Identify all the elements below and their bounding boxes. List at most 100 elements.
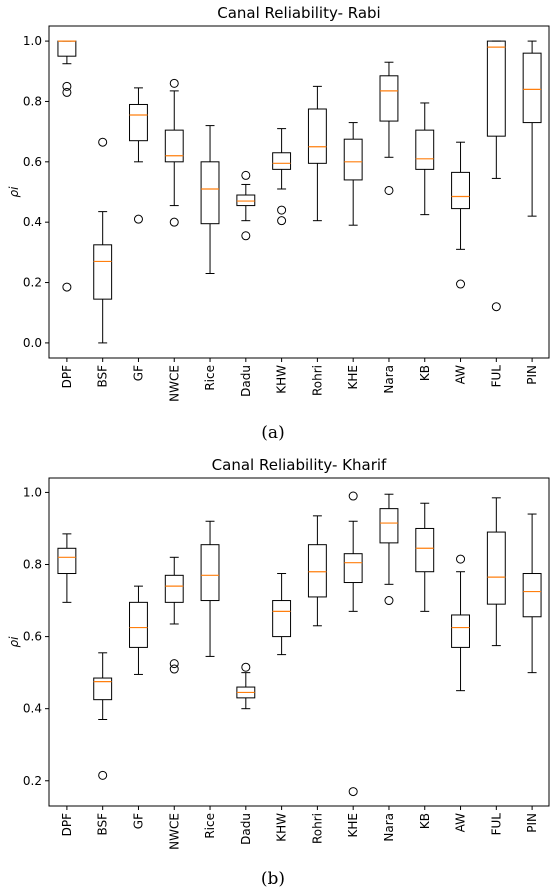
iqr-box xyxy=(164,574,184,603)
iqr-box xyxy=(486,40,506,137)
iqr-box xyxy=(129,103,148,142)
iqr-box xyxy=(93,677,113,701)
box-aw xyxy=(451,554,470,692)
box-dpf xyxy=(57,40,77,292)
outlier-point xyxy=(348,787,358,797)
x-tick-label: AW xyxy=(454,813,468,833)
y-tick-label: 0.4 xyxy=(23,215,42,229)
iqr-box xyxy=(415,527,435,573)
y-tick-label: 0.4 xyxy=(23,702,42,716)
x-tick-label: BSF xyxy=(96,365,110,388)
box-kb xyxy=(415,102,435,216)
box-aw xyxy=(451,141,470,289)
box-rohri xyxy=(307,515,327,627)
figure-caption: (a) xyxy=(261,423,284,443)
y-axis-label: ρi xyxy=(7,186,21,198)
outlier-point xyxy=(169,78,179,88)
iqr-box xyxy=(486,531,506,605)
x-tick-label: Rice xyxy=(203,365,217,391)
outlier-point xyxy=(169,217,179,227)
x-tick-label: DPF xyxy=(60,813,74,836)
outlier-point xyxy=(277,216,287,226)
x-tick-label: Nara xyxy=(382,813,396,842)
iqr-box xyxy=(343,553,363,584)
y-tick-label: 0.0 xyxy=(23,336,42,350)
y-tick-label: 0.8 xyxy=(23,94,42,108)
y-tick-label: 1.0 xyxy=(23,485,42,499)
iqr-box xyxy=(307,544,327,598)
y-tick-label: 0.6 xyxy=(23,155,42,169)
outlier-point xyxy=(277,205,287,215)
iqr-box xyxy=(379,75,399,122)
box-khw xyxy=(272,128,292,226)
x-tick-label: Nara xyxy=(382,365,396,394)
x-tick-label: Dadu xyxy=(239,365,253,397)
box-khw xyxy=(272,573,292,656)
box-nwce xyxy=(164,78,184,227)
box-khe xyxy=(343,122,363,226)
iqr-box xyxy=(343,138,363,181)
iqr-box xyxy=(93,244,113,300)
x-tick-label: NWCE xyxy=(167,813,181,850)
y-tick-label: 0.6 xyxy=(23,630,42,644)
box-pin xyxy=(522,40,542,217)
box-rohri xyxy=(307,85,327,222)
box-nara xyxy=(379,61,399,195)
x-tick-label: KHE xyxy=(346,365,360,389)
plot-frame xyxy=(48,25,550,359)
x-tick-label: PIN xyxy=(525,813,539,833)
x-tick-label: FUL xyxy=(489,365,503,388)
y-tick-label: 0.2 xyxy=(23,276,42,290)
x-tick-label: NWCE xyxy=(167,365,181,402)
outlier-point xyxy=(456,279,466,289)
outlier-point xyxy=(62,87,72,97)
outlier-point xyxy=(133,214,143,224)
outlier-point xyxy=(98,770,108,780)
iqr-box xyxy=(200,544,220,602)
iqr-box xyxy=(236,194,256,207)
chart-kharif: Canal Reliability- Kharif (b) 0.2 0.4 0.6 0… xyxy=(7,456,550,889)
box-ful xyxy=(486,40,506,312)
outlier-point xyxy=(241,170,251,180)
iqr-box xyxy=(307,108,327,164)
outlier-point xyxy=(241,662,251,672)
x-tick-label: GF xyxy=(131,365,145,381)
iqr-box xyxy=(379,508,399,544)
chart-title: Canal Reliability- Rabi xyxy=(217,4,380,22)
box-kb xyxy=(415,502,435,612)
iqr-box xyxy=(415,129,435,170)
outlier-point xyxy=(491,302,501,312)
x-tick-label: DPF xyxy=(60,365,74,388)
outlier-point xyxy=(169,664,179,674)
box-ful xyxy=(486,497,506,647)
chart-rabi: Canal Reliability- Rabi (a) 0.0 0.2 0.4 0.6… xyxy=(7,4,550,443)
outlier-point xyxy=(241,231,251,241)
x-tick-label: BSF xyxy=(96,813,110,836)
y-tick-label: 1.0 xyxy=(23,34,42,48)
box-bsf xyxy=(93,137,113,344)
box-khe xyxy=(343,491,363,797)
outlier-point xyxy=(169,659,179,669)
outlier-point xyxy=(348,491,358,501)
outlier-point xyxy=(384,596,394,606)
box-pin xyxy=(522,513,542,674)
box-rice xyxy=(200,520,220,657)
outlier-point xyxy=(98,137,108,147)
y-tick-label: 0.2 xyxy=(23,774,42,788)
x-tick-label: PIN xyxy=(525,365,539,385)
plot-frame xyxy=(48,477,550,807)
iqr-box xyxy=(200,161,220,225)
iqr-box xyxy=(57,40,77,57)
iqr-box xyxy=(522,52,542,124)
outlier-point xyxy=(384,185,394,195)
x-tick-label: KHW xyxy=(275,365,289,394)
x-tick-label: AW xyxy=(454,365,468,385)
outlier-point xyxy=(62,81,72,91)
x-tick-label: Rohri xyxy=(310,365,324,396)
box-nwce xyxy=(164,556,184,674)
x-tick-label: GF xyxy=(131,813,145,829)
iqr-box xyxy=(129,601,148,648)
box-nara xyxy=(379,493,399,606)
x-tick-label: Rohri xyxy=(310,813,324,844)
